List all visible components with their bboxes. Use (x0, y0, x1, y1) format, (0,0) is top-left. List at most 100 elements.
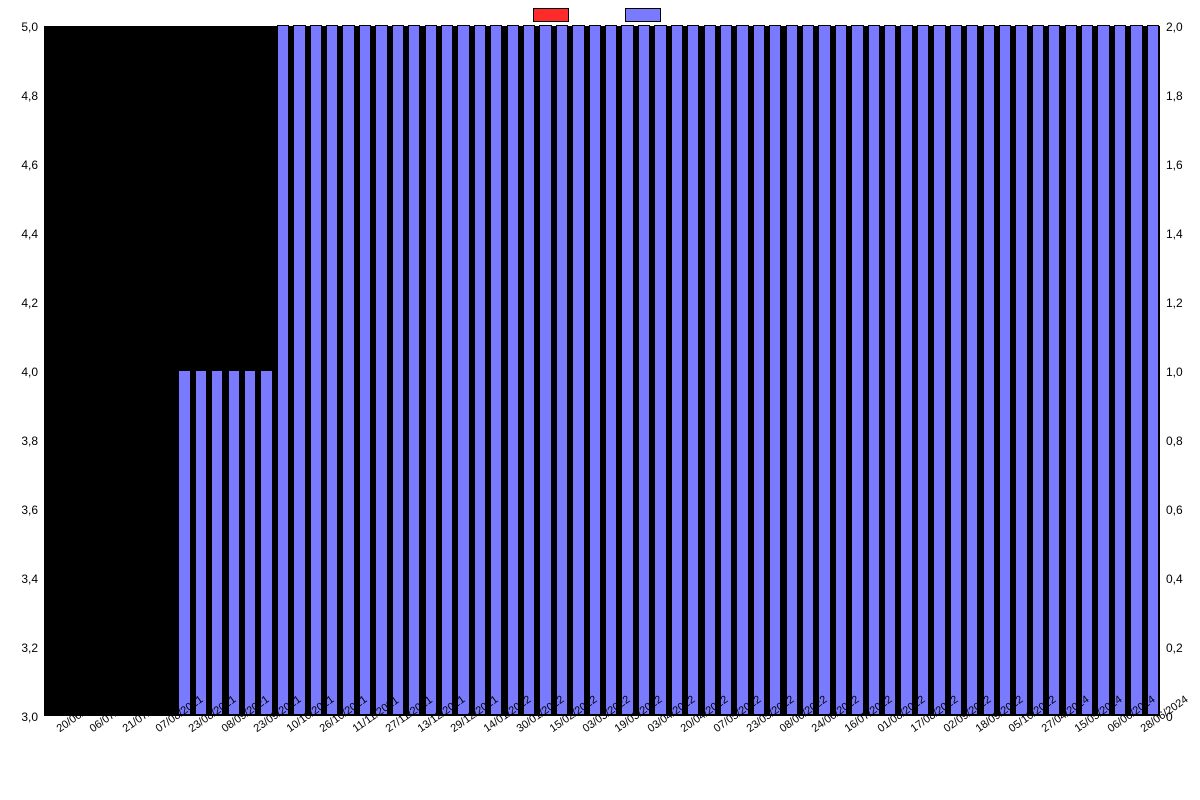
y-left-tick-label: 3,4 (21, 572, 38, 586)
bar (523, 25, 535, 715)
bar (425, 25, 437, 715)
y-left-tick-label: 3,6 (21, 503, 38, 517)
x-tick-label: 14/01/2022 (482, 725, 489, 735)
bar (260, 370, 272, 715)
y-left-tick-label: 3,0 (21, 710, 38, 724)
x-tick-label: 16/07/2022 (843, 725, 850, 735)
x-tick-label: 21/07/2021 (121, 725, 128, 735)
x-tick-label: 27/11/2021 (383, 725, 390, 735)
bar (1130, 25, 1142, 715)
y-right-tick-label: 2,0 (1166, 20, 1183, 34)
bar (359, 25, 371, 715)
x-tick-label: 06/06/2024 (1105, 725, 1112, 735)
legend-swatch-0 (533, 8, 569, 22)
bar (326, 25, 338, 715)
bar (1032, 25, 1044, 715)
y-right-tick-label: 0,6 (1166, 503, 1183, 517)
bar (178, 370, 190, 715)
bar (1015, 25, 1027, 715)
x-tick-label: 08/06/2022 (777, 725, 784, 735)
bar (605, 25, 617, 715)
bar (753, 25, 765, 715)
y-left-tick-label: 5,0 (21, 20, 38, 34)
chart-legend (0, 4, 1200, 26)
x-tick-label: 08/09/2021 (219, 725, 226, 735)
bar (687, 25, 699, 715)
bar (900, 25, 912, 715)
bar (950, 25, 962, 715)
y-right-tick-label: 1,2 (1166, 296, 1183, 310)
x-tick-label: 18/09/2022 (974, 725, 981, 735)
bar (457, 25, 469, 715)
x-tick-label: 20/04/2022 (679, 725, 686, 735)
bar (736, 25, 748, 715)
y-right-tick-label: 1,6 (1166, 158, 1183, 172)
y-left-tick-label: 3,8 (21, 434, 38, 448)
x-tick-label: 13/12/2021 (416, 725, 423, 735)
x-tick-label: 07/05/2022 (711, 725, 718, 735)
x-tick-label: 07/08/2021 (153, 725, 160, 735)
bar (638, 25, 650, 715)
x-tick-label: 03/04/2022 (646, 725, 653, 735)
x-tick-label: 23/09/2021 (252, 725, 259, 735)
x-tick-label: 17/08/2022 (908, 725, 915, 735)
bar (1114, 25, 1126, 715)
x-tick-label: 05/10/2022 (1007, 725, 1014, 735)
x-tick-label: 15/02/2022 (547, 725, 554, 735)
y-left-tick-label: 4,6 (21, 158, 38, 172)
x-tick-label: 29/12/2021 (449, 725, 456, 735)
x-tick-label: 19/03/2022 (613, 725, 620, 735)
y-right-tick-label: 0,2 (1166, 641, 1183, 655)
y-right-tick-label: 0,4 (1166, 572, 1183, 586)
bar (195, 370, 207, 715)
bar (539, 25, 551, 715)
bar (277, 25, 289, 715)
bar (868, 25, 880, 715)
bar (474, 25, 486, 715)
plot-area (44, 26, 1160, 716)
bar (884, 25, 896, 715)
y-left-tick-label: 3,2 (21, 641, 38, 655)
legend-item-0 (533, 8, 575, 22)
bar (293, 25, 305, 715)
bar (211, 370, 223, 715)
bar (802, 25, 814, 715)
bar (408, 25, 420, 715)
legend-item-1 (625, 8, 667, 22)
y-right-tick-label: 1,4 (1166, 227, 1183, 241)
bar (1065, 25, 1077, 715)
bar (490, 25, 502, 715)
y-right-tick-label: 0,8 (1166, 434, 1183, 448)
x-tick-label: 23/05/2022 (744, 725, 751, 735)
bar (1097, 25, 1109, 715)
x-tick-label: 11/11/2021 (350, 725, 357, 735)
x-tick-label: 27/04/2024 (1040, 725, 1047, 735)
bar (572, 25, 584, 715)
x-tick-label: 20/06/2021 (55, 725, 62, 735)
bar (917, 25, 929, 715)
x-tick-label: 23/08/2021 (186, 725, 193, 735)
legend-swatch-1 (625, 8, 661, 22)
y-left-tick-label: 4,0 (21, 365, 38, 379)
x-tick-label: 24/06/2022 (810, 725, 817, 735)
bar (1081, 25, 1093, 715)
bar (654, 25, 666, 715)
bar (704, 25, 716, 715)
x-tick-label: 26/10/2021 (318, 725, 325, 735)
bar (966, 25, 978, 715)
bar (375, 25, 387, 715)
bar (342, 25, 354, 715)
bar (621, 25, 633, 715)
bar (507, 25, 519, 715)
bar (1048, 25, 1060, 715)
x-tick-label: 10/10/2021 (285, 725, 292, 735)
bar (933, 25, 945, 715)
y-right-tick-label: 1,8 (1166, 89, 1183, 103)
bar (1147, 25, 1159, 715)
x-tick-label: 01/08/2022 (876, 725, 883, 735)
bar (392, 25, 404, 715)
bar (786, 25, 798, 715)
bar (851, 25, 863, 715)
bar (769, 25, 781, 715)
bar (556, 25, 568, 715)
